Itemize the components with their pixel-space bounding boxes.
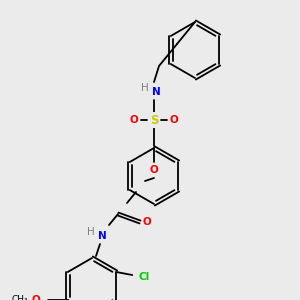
Text: CH₃: CH₃: [11, 296, 28, 300]
Text: O: O: [142, 217, 152, 227]
Text: O: O: [150, 165, 158, 175]
Text: O: O: [130, 115, 138, 125]
Text: O: O: [32, 295, 40, 300]
Text: Cl: Cl: [139, 272, 150, 282]
Text: O: O: [169, 115, 178, 125]
Text: N: N: [98, 231, 106, 241]
Text: S: S: [150, 113, 158, 127]
Text: H: H: [87, 227, 95, 237]
Text: N: N: [152, 87, 160, 97]
Text: H: H: [141, 83, 149, 93]
